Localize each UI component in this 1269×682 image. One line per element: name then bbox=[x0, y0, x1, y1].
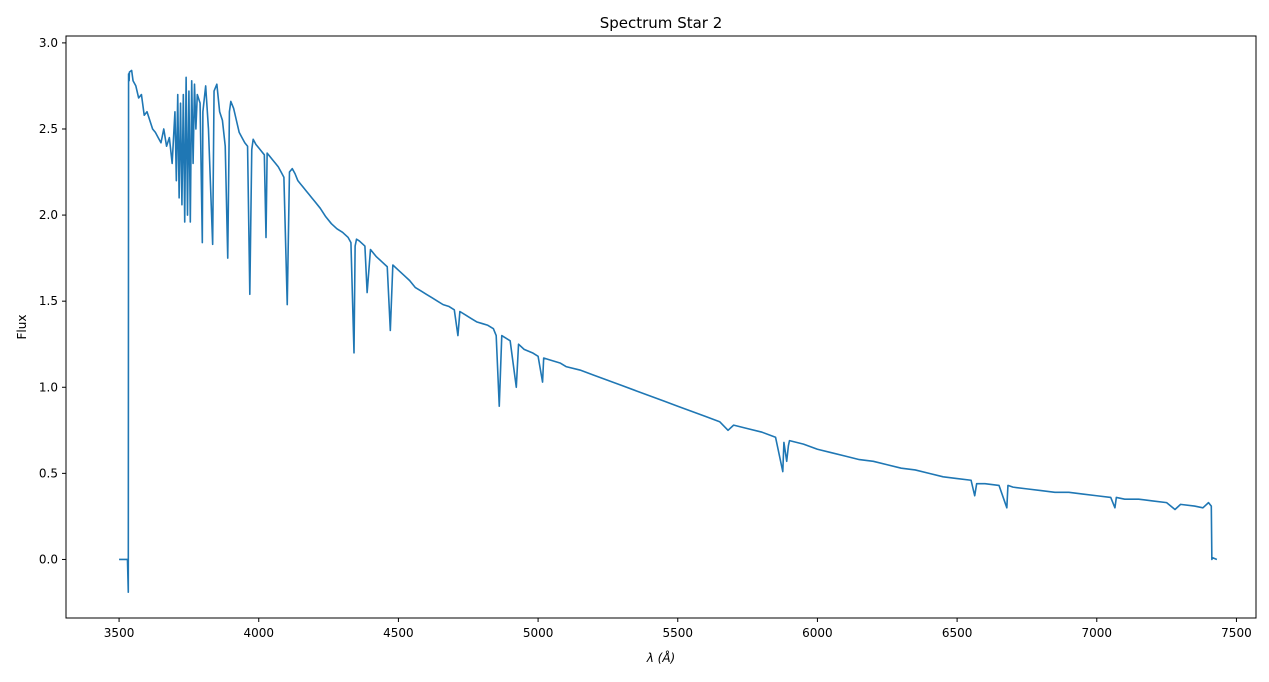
y-tick-label: 2.0 bbox=[39, 208, 58, 222]
y-tick-label: 2.5 bbox=[39, 122, 58, 136]
x-tick-label: 6000 bbox=[802, 626, 833, 640]
x-axis-ticks: 3500 4000 4500 5000 5500 6000 6500 7000 7500 bbox=[104, 618, 1252, 640]
y-axis-ticks: 0.0 0.5 1.0 1.5 2.0 2.5 3.0 bbox=[39, 36, 66, 566]
x-tick-label: 5000 bbox=[523, 626, 554, 640]
x-tick-label: 3500 bbox=[104, 626, 135, 640]
y-axis-label: Flux bbox=[15, 315, 29, 340]
x-tick-label: 7500 bbox=[1221, 626, 1252, 640]
flux-series-line bbox=[119, 69, 1218, 593]
x-tick-label: 4500 bbox=[383, 626, 414, 640]
x-tick-label: 6500 bbox=[942, 626, 973, 640]
x-tick-label: 4000 bbox=[243, 626, 274, 640]
y-tick-label: 0.0 bbox=[39, 552, 58, 566]
plot-area bbox=[119, 69, 1218, 593]
x-tick-label: 7000 bbox=[1082, 626, 1113, 640]
y-tick-label: 3.0 bbox=[39, 36, 58, 50]
plot-frame bbox=[65, 35, 1257, 619]
chart-title: Spectrum Star 2 bbox=[600, 14, 723, 32]
y-tick-label: 1.5 bbox=[39, 294, 58, 308]
x-axis-label: λ (Å) bbox=[646, 650, 676, 665]
x-tick-label: 5500 bbox=[662, 626, 693, 640]
y-tick-label: 1.0 bbox=[39, 380, 58, 394]
y-tick-label: 0.5 bbox=[39, 466, 58, 480]
